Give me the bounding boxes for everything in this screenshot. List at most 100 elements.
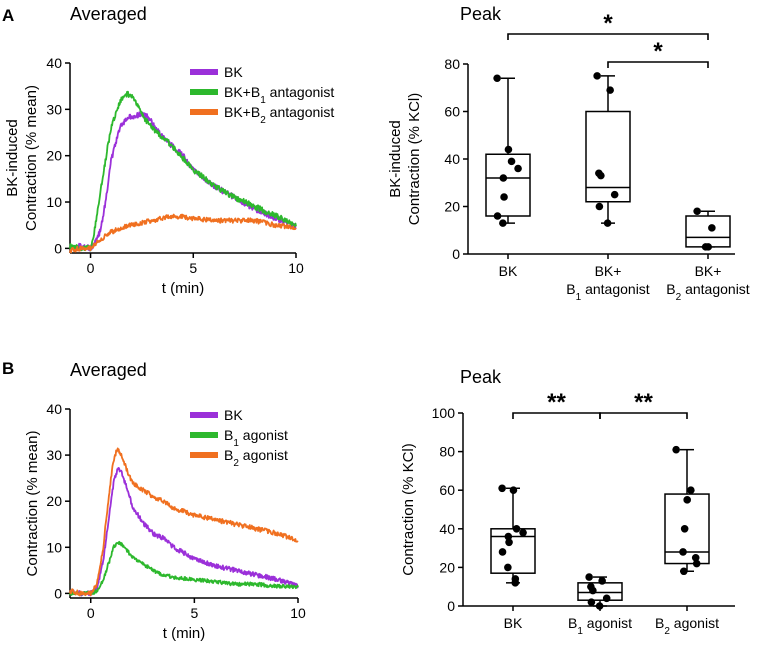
b-line-y-tick-label: 10 bbox=[46, 539, 62, 555]
b-box-data-point bbox=[680, 567, 688, 576]
b-box-data-point bbox=[602, 594, 611, 603]
a-box-data-point bbox=[610, 190, 619, 199]
a-box-data-point bbox=[504, 145, 513, 154]
b-line-y-tick-label: 20 bbox=[46, 493, 62, 509]
b-box-data-point bbox=[692, 559, 701, 568]
b-box-category-label-suffix: agonist bbox=[583, 615, 632, 631]
a-box-y-axis-label: Contraction (% KCl) bbox=[406, 93, 423, 226]
a-box-category-label-sub: 2 bbox=[676, 292, 682, 303]
a-box-data-point bbox=[493, 74, 501, 83]
a-box-y-axis-label: BK-induced bbox=[387, 120, 404, 198]
a-box-significance-bracket bbox=[507, 33, 709, 40]
a-line-y-axis-label: BK-induced bbox=[4, 119, 21, 197]
a-box-category-label-sub: 1 bbox=[576, 292, 582, 303]
a-line-legend-label-sub: 2 bbox=[260, 115, 266, 126]
b-box-category-label: B1 agonist bbox=[568, 615, 632, 637]
b-box-data-point bbox=[687, 486, 695, 495]
a-box-y-tick-label: 60 bbox=[444, 104, 460, 120]
b-line-legend-label: BK bbox=[224, 407, 243, 423]
b-box-category-label: BK bbox=[504, 615, 523, 631]
b-line-legend-label-sub: 1 bbox=[233, 438, 239, 449]
b-line-legend-label: B2 agonist bbox=[224, 447, 288, 469]
a-line-legend-label-suffix: antagonist bbox=[266, 84, 335, 100]
a-box-y-tick-label: 0 bbox=[452, 246, 460, 262]
a-box-significance-bracket bbox=[607, 61, 709, 68]
a-box-data-point bbox=[514, 164, 522, 173]
a-box-data-point bbox=[708, 224, 716, 232]
b-box-data-point bbox=[505, 538, 513, 547]
b-box-data-point bbox=[683, 496, 691, 504]
a-box-significance-label: * bbox=[653, 38, 663, 65]
a-box-data-point bbox=[593, 72, 601, 80]
b-line-x-tick-label: 0 bbox=[87, 605, 95, 621]
b-line-y-tick-label: 40 bbox=[46, 401, 62, 417]
a-box-category-label: BK+ bbox=[595, 263, 622, 279]
b-line-x-tick-label: 10 bbox=[290, 605, 306, 621]
b-box-category-label-suffix: agonist bbox=[670, 615, 719, 631]
a-box-category-label-text: BK bbox=[499, 263, 518, 279]
b-line-legend-label-text: BK bbox=[224, 407, 243, 423]
panel-a-line-chart: 0 10 20 30 40 0 5 10 t (min) BK-induced Contractio… bbox=[4, 55, 334, 297]
b-box-data-point bbox=[595, 602, 604, 610]
a-line-y-tick-label: 0 bbox=[54, 240, 62, 256]
b-box-y-tick-label: 100 bbox=[432, 405, 456, 421]
a-line-legend-label: BK+B2 antagonist bbox=[224, 104, 334, 126]
a-line-x-tick-label: 0 bbox=[87, 260, 95, 276]
b-line-x-axis-label: t (min) bbox=[163, 625, 206, 642]
b-box-category-label-text: BK bbox=[504, 615, 523, 631]
b-box-y-tick-label: 0 bbox=[447, 598, 455, 614]
b-box-data-point bbox=[672, 445, 680, 454]
a-box-category-label: B1 antagonist bbox=[566, 281, 650, 303]
panel-b-box-title: Peak bbox=[460, 367, 502, 387]
b-line-legend-label-sub: 2 bbox=[233, 458, 239, 469]
a-box-data-point bbox=[595, 202, 604, 211]
b-box-category-label-sub: 1 bbox=[577, 626, 583, 637]
b-box-data-point bbox=[587, 598, 596, 606]
a-box-y-tick-label: 20 bbox=[444, 199, 460, 215]
b-box-data-point bbox=[691, 553, 700, 562]
a-box-data-point bbox=[507, 157, 516, 166]
a-box-box bbox=[585, 110, 631, 203]
b-box-data-point bbox=[585, 573, 593, 581]
b-box-data-point bbox=[519, 528, 527, 537]
panel-a-box-title: Peak bbox=[460, 4, 502, 24]
a-line-y-tick-label: 30 bbox=[46, 101, 62, 117]
a-box-data-point bbox=[500, 193, 508, 201]
panel-b-letter: B bbox=[2, 359, 14, 378]
a-line-series-line bbox=[69, 213, 297, 254]
b-box-y-tick-label: 40 bbox=[439, 521, 455, 537]
b-box-box bbox=[577, 582, 623, 601]
b-line-series-line bbox=[69, 447, 299, 597]
b-line-y-tick-label: 30 bbox=[46, 447, 62, 463]
b-box-data-point bbox=[498, 484, 506, 493]
a-box-category-label-suffix: antagonist bbox=[581, 281, 650, 297]
a-box-category-label-text: B bbox=[666, 281, 675, 297]
panel-a-line-title: Averaged bbox=[70, 4, 147, 24]
a-box-category-label-text: BK+ bbox=[595, 263, 622, 279]
b-box-data-point bbox=[589, 586, 597, 595]
panel-a-box-chart: 0 20 40 60 80 BK-induced Contraction (% KCl) BK… bbox=[387, 10, 750, 303]
b-box-data-point bbox=[598, 577, 606, 585]
b-box-y-tick-label: 60 bbox=[439, 482, 455, 498]
a-box-category-label: B2 antagonist bbox=[666, 281, 750, 303]
b-box-y-tick-label: 80 bbox=[439, 444, 455, 460]
b-box-category-label-text: B bbox=[655, 615, 664, 631]
panel-b-line-chart: 0 10 20 30 40 0 5 10 t (min) Contraction (% mean)… bbox=[24, 401, 306, 642]
b-line-series-line bbox=[69, 540, 299, 596]
b-box-data-point bbox=[504, 563, 512, 572]
b-line-y-axis-label: Contraction (% mean) bbox=[24, 431, 41, 577]
b-box-data-point bbox=[498, 548, 507, 556]
b-box-data-point bbox=[679, 548, 687, 556]
panel-a-letter: A bbox=[2, 6, 14, 25]
a-line-legend-label: BK+B1 antagonist bbox=[224, 84, 334, 106]
a-box-y-tick-label: 40 bbox=[444, 151, 460, 167]
b-box-category-label-sub: 2 bbox=[664, 626, 670, 637]
b-box-y-tick-label: 20 bbox=[439, 559, 455, 575]
a-box-category-label-text: B bbox=[566, 281, 575, 297]
b-box-data-point bbox=[509, 486, 518, 495]
a-box-significance-label: * bbox=[603, 10, 613, 37]
